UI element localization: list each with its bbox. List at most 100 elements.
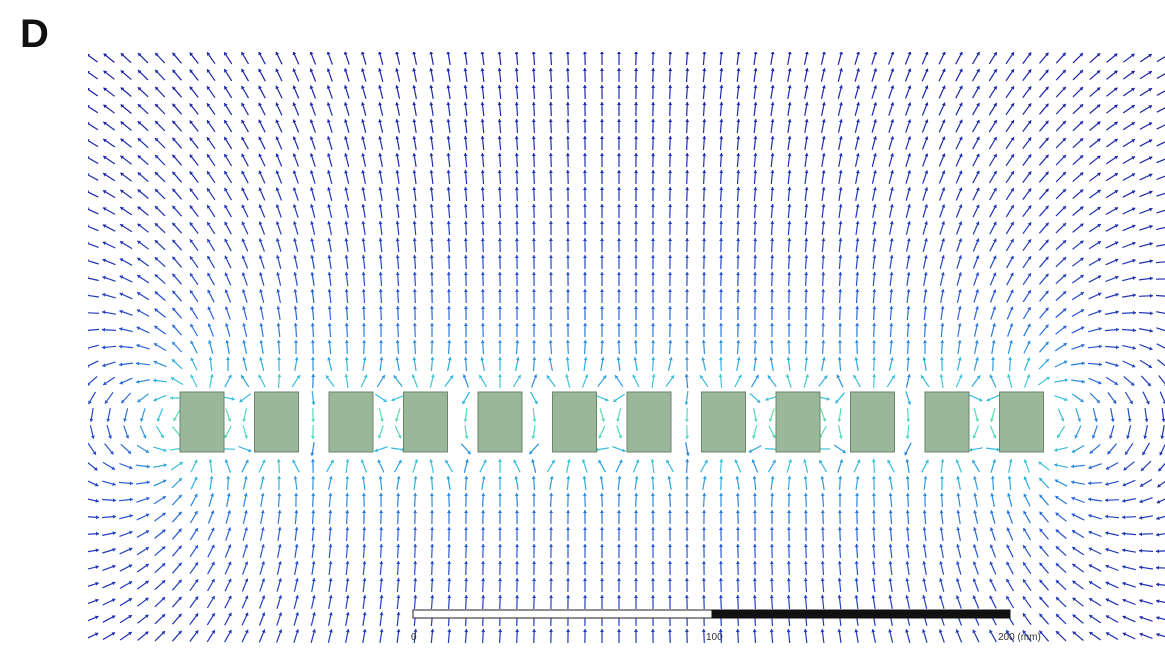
field-arrow-head xyxy=(396,595,401,599)
field-arrow-head xyxy=(430,527,435,530)
field-arrow-head xyxy=(310,435,315,439)
field-arrow-head xyxy=(736,170,741,174)
field-arrow-head xyxy=(1045,341,1049,346)
field-arrow-head xyxy=(922,357,927,361)
field-arrow-head xyxy=(190,374,194,379)
field-arrow-head xyxy=(769,357,774,361)
field-arrow-head xyxy=(1115,275,1119,280)
field-arrow-head xyxy=(1027,154,1032,158)
field-arrow-head xyxy=(211,596,215,600)
field-arrow-head xyxy=(838,435,843,439)
field-arrow-head xyxy=(1096,104,1101,108)
field-arrow-head xyxy=(103,173,107,177)
field-arrow-head xyxy=(278,561,282,565)
field-arrow-head xyxy=(429,476,434,480)
field-arrow-head xyxy=(377,459,382,464)
field-arrow-head xyxy=(978,397,983,402)
field-arrow-head xyxy=(189,103,194,108)
field-arrow-head xyxy=(821,221,826,225)
field-arrow-head xyxy=(889,204,894,208)
field-arrow-head xyxy=(398,459,402,464)
field-arrow-head xyxy=(94,632,99,637)
field-arrow-head xyxy=(907,68,912,72)
field-arrow-head xyxy=(396,527,401,531)
field-arrow-head xyxy=(718,561,723,564)
field-arrow-head xyxy=(887,459,891,464)
field-arrow-head xyxy=(1139,582,1143,587)
field-arrow-head xyxy=(137,240,141,245)
field-arrow-head xyxy=(362,357,367,361)
field-arrow-head xyxy=(600,357,605,361)
field-arrow-head xyxy=(907,52,912,55)
field-arrow-head xyxy=(531,85,536,89)
field-arrow-head xyxy=(395,136,400,140)
field-arrow-head xyxy=(178,596,182,601)
field-arrow-head xyxy=(651,102,656,106)
field-arrow-head xyxy=(634,595,638,598)
field-arrow-head xyxy=(127,450,132,454)
field-arrow-head xyxy=(379,418,384,422)
field-arrow-head xyxy=(462,400,466,405)
field-arrow-head xyxy=(429,119,434,123)
field-arrow-head xyxy=(412,170,417,174)
field-arrow-head xyxy=(1125,451,1129,455)
field-arrow-head xyxy=(480,136,485,140)
field-arrow-head xyxy=(787,510,791,513)
field-arrow-head xyxy=(735,629,740,633)
field-arrow-head xyxy=(447,357,452,361)
field-arrow-head xyxy=(224,86,228,90)
field-arrow-head xyxy=(956,493,961,497)
field-arrow-head xyxy=(1009,306,1014,311)
field-arrow-head xyxy=(890,136,895,140)
field-arrow-head xyxy=(1114,224,1119,228)
field-arrow-head xyxy=(872,374,877,378)
field-arrow-head xyxy=(972,595,977,600)
field-arrow-head xyxy=(854,595,859,599)
field-arrow-head xyxy=(941,85,946,90)
field-arrow-head xyxy=(136,361,140,366)
field-arrow-head xyxy=(668,255,673,258)
field-arrow-head xyxy=(1113,53,1118,57)
field-arrow-head xyxy=(1026,340,1031,345)
field-arrow-head xyxy=(276,459,281,463)
field-arrow xyxy=(1156,56,1165,63)
field-arrow-head xyxy=(531,204,536,208)
field-arrow-head xyxy=(344,170,348,174)
field-arrow-head xyxy=(224,171,228,175)
field-arrow-head xyxy=(905,476,910,480)
field-arrow-head xyxy=(719,323,723,326)
field-arrow-head xyxy=(718,629,723,633)
field-arrow-head xyxy=(162,496,166,500)
field-arrow-head xyxy=(463,289,468,293)
field-arrow-head xyxy=(957,357,962,361)
field-arrow-head xyxy=(480,340,485,344)
field-arrow-head xyxy=(650,629,655,632)
field-arrow-head xyxy=(137,206,142,210)
field-arrow-head xyxy=(821,306,826,310)
field-arrow-head xyxy=(803,629,808,633)
field-arrow-head xyxy=(120,70,125,74)
field-arrow-head xyxy=(88,88,90,91)
field-arrow-head xyxy=(838,306,843,310)
field-arrow-head xyxy=(190,357,195,362)
field-arrow-head xyxy=(1039,494,1043,499)
field-arrow-head xyxy=(565,136,570,140)
field-arrow-head xyxy=(119,344,123,349)
field-arrow-head xyxy=(119,380,124,385)
field-arrow-head xyxy=(853,374,857,379)
field-arrow-head xyxy=(1148,364,1152,368)
field-arrow-head xyxy=(531,136,536,140)
field-arrow-head xyxy=(1062,240,1067,244)
field-arrow-head xyxy=(1131,139,1135,143)
field-arrow-head xyxy=(480,153,485,157)
field-arrow-head xyxy=(1156,632,1160,637)
field-arrow-head xyxy=(838,119,843,123)
field-arrow-head xyxy=(548,238,553,241)
field-arrow-head xyxy=(549,476,554,480)
field-arrow-head xyxy=(600,119,604,122)
field-arrow-head xyxy=(736,68,741,72)
field-arrow-head xyxy=(88,207,90,211)
field-arrow-head xyxy=(906,323,911,327)
field-arrow-head xyxy=(668,561,672,564)
field-arrow-head xyxy=(1071,496,1075,501)
